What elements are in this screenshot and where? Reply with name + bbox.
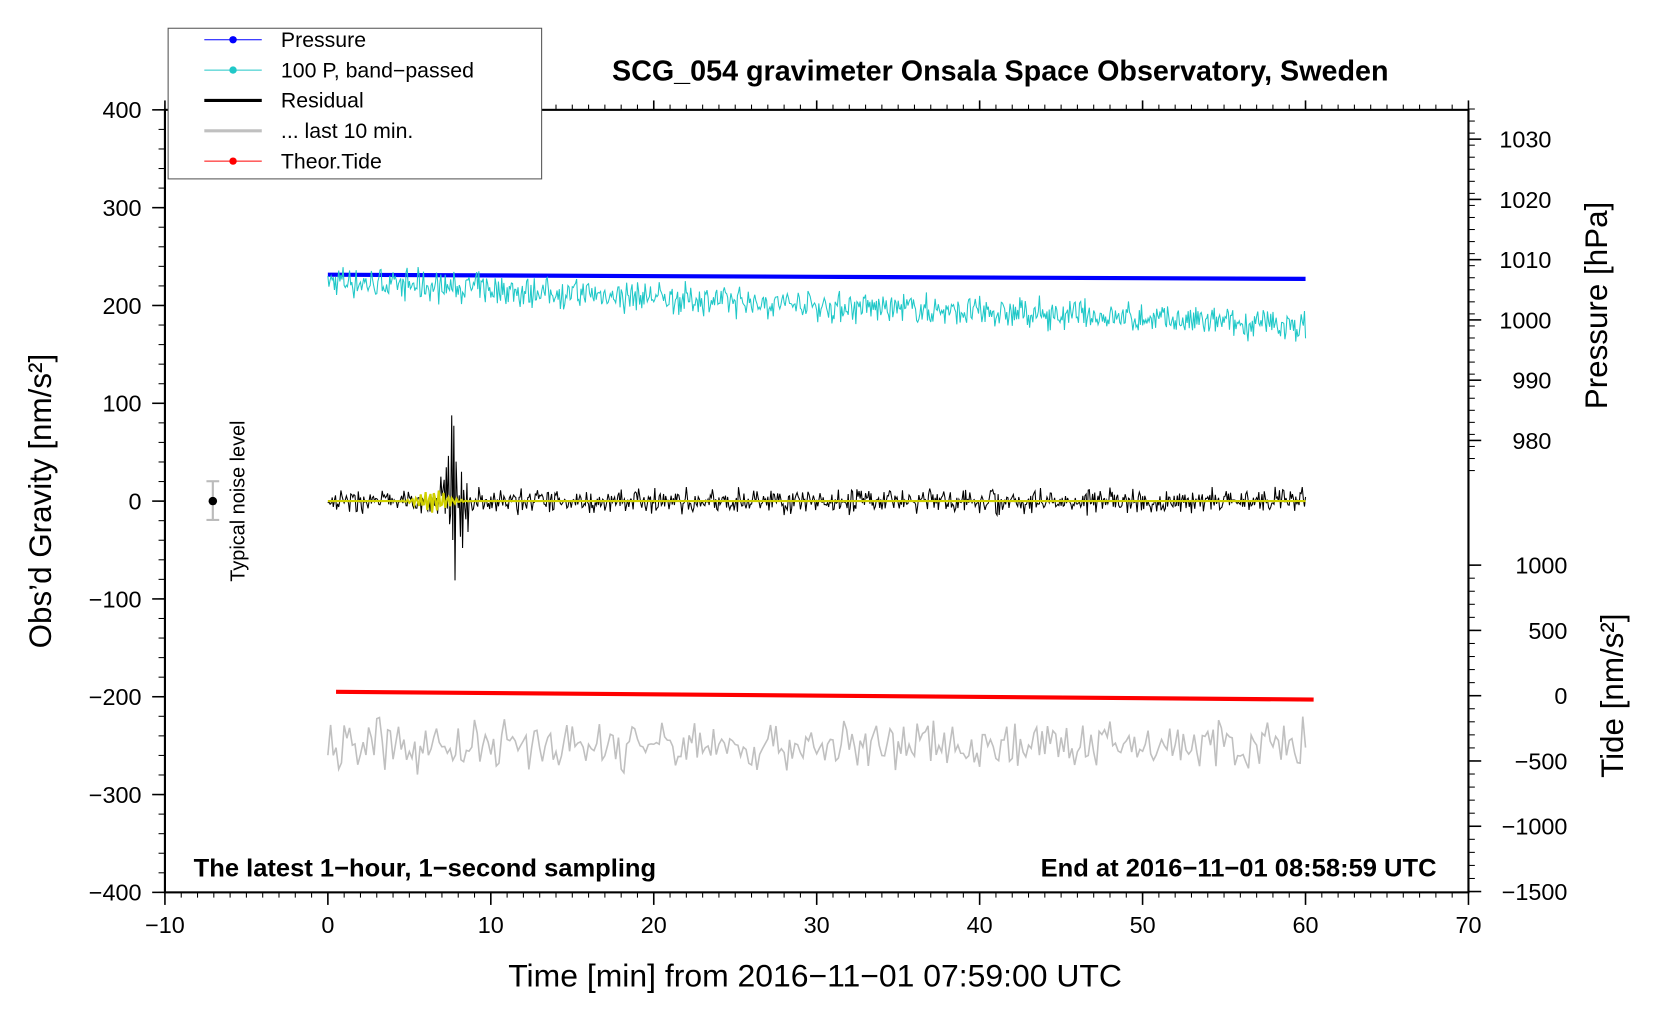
pressure-tick-label: 1000 <box>1499 307 1551 333</box>
y-tick-label: 300 <box>102 195 141 221</box>
pressure-tick-label: 990 <box>1512 368 1551 394</box>
x-tick-label: 60 <box>1293 912 1319 938</box>
x-tick-label: 30 <box>804 912 830 938</box>
x-tick-label: 10 <box>478 912 504 938</box>
chart-title: SCG_054 gravimeter Onsala Space Observat… <box>612 56 1389 88</box>
legend-entry: Theor.Tide <box>204 151 382 174</box>
pressure-tick-label: 980 <box>1512 428 1551 454</box>
pressure-tick-label: 1030 <box>1499 127 1551 153</box>
legend-entry: 100 P, band−passed <box>204 60 474 83</box>
y-tick-label: 400 <box>102 97 141 123</box>
series-residual <box>327 415 1307 581</box>
y-tick-label: 100 <box>102 391 141 417</box>
x-tick-label: −10 <box>145 912 185 938</box>
legend-entry: ... last 10 min. <box>204 120 413 143</box>
legend-label: ... last 10 min. <box>281 120 413 143</box>
legend-marker <box>229 36 237 44</box>
tide-tick-label: 1000 <box>1515 553 1567 579</box>
tide-tick-label: 0 <box>1554 683 1567 709</box>
legend-entry: Pressure <box>204 29 366 52</box>
series-theor-tide <box>336 689 1314 702</box>
y-tick-label: −300 <box>89 782 142 808</box>
tide-tick-label: −500 <box>1515 749 1568 775</box>
legend-marker <box>229 66 237 74</box>
y-axis-label-tide: Tide [nm/s²] <box>1594 613 1630 777</box>
noise-level-dot <box>208 496 218 506</box>
legend: Pressure 100 P, band−passed Residual ... la… <box>167 27 543 180</box>
annotation-end-time: End at 2016−11−01 08:58:59 UTC <box>1041 855 1437 883</box>
ticks-layer: −10 0 10 20 30 40 50 60 704003002001000−100−200−… <box>89 97 1568 938</box>
legend-entry: Residual <box>204 90 364 113</box>
x-axis-label: Time [min] from 2016−11−01 07:59:00 UTC <box>508 958 1122 994</box>
series-residual-filtered <box>327 490 1306 513</box>
y-axis-label-pressure: Pressure [hPa] <box>1578 202 1614 409</box>
tide-tick-label: 500 <box>1528 618 1567 644</box>
y-axis-label-left: Obs’d Gravity [nm/s²] <box>22 354 58 649</box>
series-pressure <box>327 272 1306 281</box>
y-tick-label: 200 <box>102 293 141 319</box>
legend-label: Pressure <box>281 29 366 52</box>
series-layer <box>327 267 1314 775</box>
x-tick-label: 20 <box>641 912 667 938</box>
x-tick-label: 40 <box>967 912 993 938</box>
tide-tick-label: −1500 <box>1502 879 1568 905</box>
legend-label: Theor.Tide <box>281 151 382 174</box>
noise-level-label: Typical noise level <box>228 421 250 582</box>
legend-label: Residual <box>281 90 364 113</box>
y-tick-label: −100 <box>89 586 142 612</box>
y-tick-label: −400 <box>89 880 142 906</box>
legend-marker <box>229 157 237 165</box>
series-100-p-band-passed <box>327 267 1307 342</box>
series-last-10-min <box>327 716 1307 775</box>
x-tick-label: 0 <box>321 912 334 938</box>
x-tick-label: 50 <box>1130 912 1156 938</box>
y-tick-label: −200 <box>89 684 142 710</box>
annotation-sampling: The latest 1−hour, 1−second sampling <box>194 855 656 883</box>
legend-label: 100 P, band−passed <box>281 60 474 83</box>
tide-tick-label: −1000 <box>1502 814 1568 840</box>
pressure-tick-label: 1020 <box>1499 187 1551 213</box>
x-tick-label: 70 <box>1455 912 1481 938</box>
pressure-tick-label: 1010 <box>1499 247 1551 273</box>
y-tick-label: 0 <box>129 489 142 515</box>
